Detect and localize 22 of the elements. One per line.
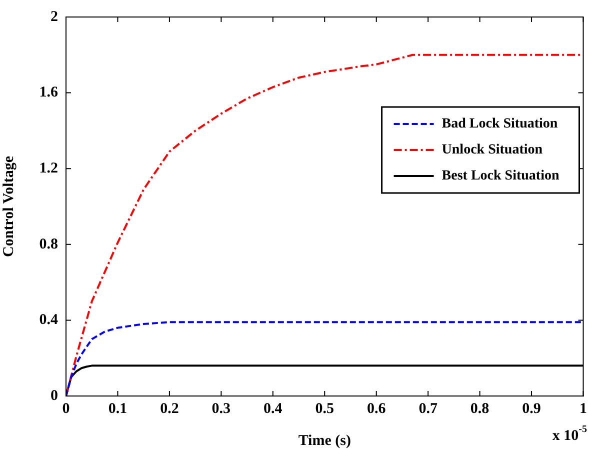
x-tick-label: 1: [580, 400, 587, 417]
x-tick-label: 0.3: [212, 400, 231, 417]
x-tick-label: 0.7: [418, 400, 438, 417]
x-tick-label: 0.5: [315, 400, 334, 417]
y-tick-label: 0.8: [39, 236, 58, 252]
x-tick-label: 0: [62, 400, 70, 417]
y-tick-label: 0.4: [39, 312, 58, 328]
legend-label: Best Lock Situation: [442, 168, 560, 184]
y-tick-label: 1.2: [39, 160, 58, 176]
x-tick-label: 0.4: [264, 400, 283, 417]
y-tick-label: 2: [50, 8, 58, 25]
x-tick-label: 0.2: [160, 400, 179, 417]
legend-label: Bad Lock Situation: [442, 116, 558, 132]
x-tick-label: 0.6: [366, 400, 386, 417]
y-tick-label: 1.6: [39, 84, 58, 101]
x-tick-label: 0.9: [522, 400, 541, 417]
y-tick-label: 0: [50, 388, 58, 404]
legend-label: Unlock Situation: [442, 142, 543, 158]
x-tick-label: 0.8: [470, 400, 490, 417]
y-axis-title: Control Voltage: [0, 156, 17, 257]
x-tick-label: 0.1: [108, 400, 128, 417]
x-axis-title: Time (s): [298, 432, 351, 449]
